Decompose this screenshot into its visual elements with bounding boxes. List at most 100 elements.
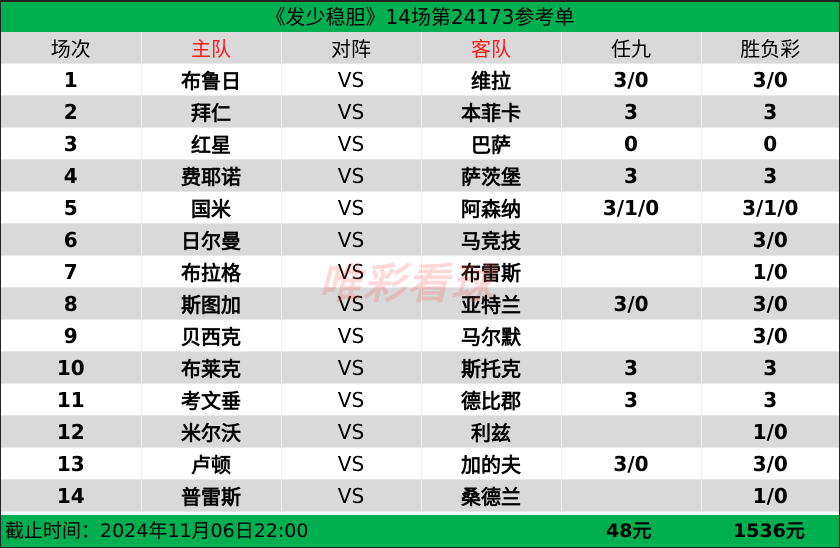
home-team: 布莱克 bbox=[140, 351, 281, 384]
versus: VS bbox=[280, 63, 421, 96]
renjiu-pick bbox=[560, 415, 701, 448]
away-team: 本菲卡 bbox=[420, 95, 561, 128]
home-team: 日尔曼 bbox=[140, 223, 281, 256]
home-team: 布鲁日 bbox=[140, 63, 281, 96]
match-table: 场次 主队 对阵 客队 任九 胜负彩 1 布鲁日 VS 维拉 3/0 3/0 2 拜仁 VS 本菲… bbox=[1, 32, 839, 512]
match-no: 13 bbox=[1, 447, 141, 480]
renjiu-pick bbox=[560, 479, 701, 512]
home-team: 红星 bbox=[140, 127, 281, 160]
match-no: 1 bbox=[1, 63, 141, 96]
match-no: 10 bbox=[1, 351, 141, 384]
versus: VS bbox=[280, 319, 421, 352]
match-no: 8 bbox=[1, 287, 141, 320]
versus: VS bbox=[280, 159, 421, 192]
match-no: 2 bbox=[1, 95, 141, 128]
shengfucai-pick: 3/0 bbox=[700, 447, 839, 480]
renjiu-cost: 48元 bbox=[606, 520, 652, 542]
renjiu-pick: 3 bbox=[560, 159, 701, 192]
header-renjiu: 任九 bbox=[560, 32, 701, 64]
away-team: 巴萨 bbox=[420, 127, 561, 160]
table-row: 14 普雷斯 VS 桑德兰 1/0 bbox=[1, 479, 839, 512]
away-team: 维拉 bbox=[420, 63, 561, 96]
header-shengfucai: 胜负彩 bbox=[700, 32, 839, 64]
shengfucai-pick: 3/0 bbox=[700, 287, 839, 320]
table-row: 3 红星 VS 巴萨 0 0 bbox=[1, 127, 839, 160]
home-team: 卢顿 bbox=[140, 447, 281, 480]
home-team: 考文垂 bbox=[140, 383, 281, 416]
home-team: 普雷斯 bbox=[140, 479, 281, 512]
versus: VS bbox=[280, 255, 421, 288]
renjiu-pick: 3/0 bbox=[560, 287, 701, 320]
shengfucai-pick: 1/0 bbox=[700, 255, 839, 288]
ticket-title: 《发少稳胆》14场第24173参考单 bbox=[1, 2, 839, 32]
table-row: 9 贝西克 VS 马尔默 3/0 bbox=[1, 319, 839, 352]
table-row: 11 考文垂 VS 德比郡 3 3 bbox=[1, 383, 839, 416]
table-row: 4 费耶诺 VS 萨茨堡 3 3 bbox=[1, 159, 839, 192]
renjiu-pick: 3 bbox=[560, 95, 701, 128]
home-team: 布拉格 bbox=[140, 255, 281, 288]
away-team: 马尔默 bbox=[420, 319, 561, 352]
home-team: 斯图加 bbox=[140, 287, 281, 320]
away-team: 布雷斯 bbox=[420, 255, 561, 288]
versus: VS bbox=[280, 383, 421, 416]
match-no: 11 bbox=[1, 383, 141, 416]
versus: VS bbox=[280, 287, 421, 320]
away-team: 阿森纳 bbox=[420, 191, 561, 224]
versus: VS bbox=[280, 351, 421, 384]
shengfucai-pick: 3 bbox=[700, 95, 839, 128]
match-no: 6 bbox=[1, 223, 141, 256]
shengfucai-pick: 0 bbox=[700, 127, 839, 160]
table-row: 6 日尔曼 VS 马竞技 3/0 bbox=[1, 223, 839, 256]
match-no: 3 bbox=[1, 127, 141, 160]
away-team: 萨茨堡 bbox=[420, 159, 561, 192]
shengfucai-pick: 1/0 bbox=[700, 479, 839, 512]
versus: VS bbox=[280, 479, 421, 512]
match-no: 9 bbox=[1, 319, 141, 352]
versus: VS bbox=[280, 415, 421, 448]
shengfucai-pick: 3/0 bbox=[700, 63, 839, 96]
home-team: 米尔沃 bbox=[140, 415, 281, 448]
renjiu-pick bbox=[560, 223, 701, 256]
home-team: 国米 bbox=[140, 191, 281, 224]
shengfucai-pick: 3/0 bbox=[700, 223, 839, 256]
shengfucai-pick: 1/0 bbox=[700, 415, 839, 448]
header-home-team: 主队 bbox=[140, 32, 281, 64]
footer-bar: 截止时间：2024年11月06日22:00 48元 1536元 bbox=[1, 515, 839, 547]
shengfucai-cost: 1536元 bbox=[733, 520, 805, 542]
versus: VS bbox=[280, 95, 421, 128]
deadline-text: 截止时间：2024年11月06日22:00 bbox=[5, 520, 309, 542]
away-team: 加的夫 bbox=[420, 447, 561, 480]
shengfucai-pick: 3/0 bbox=[700, 319, 839, 352]
renjiu-pick: 3 bbox=[560, 351, 701, 384]
shengfucai-pick: 3/1/0 bbox=[700, 191, 839, 224]
versus: VS bbox=[280, 191, 421, 224]
versus: VS bbox=[280, 447, 421, 480]
header-match-no: 场次 bbox=[1, 32, 141, 64]
renjiu-pick: 3/0 bbox=[560, 447, 701, 480]
home-team: 贝西克 bbox=[140, 319, 281, 352]
table-row: 13 卢顿 VS 加的夫 3/0 3/0 bbox=[1, 447, 839, 480]
away-team: 桑德兰 bbox=[420, 479, 561, 512]
match-no: 7 bbox=[1, 255, 141, 288]
versus: VS bbox=[280, 127, 421, 160]
match-no: 5 bbox=[1, 191, 141, 224]
table-row: 1 布鲁日 VS 维拉 3/0 3/0 bbox=[1, 63, 839, 96]
match-no: 4 bbox=[1, 159, 141, 192]
header-away-team: 客队 bbox=[420, 32, 561, 64]
table-row: 5 国米 VS 阿森纳 3/1/0 3/1/0 bbox=[1, 191, 839, 224]
renjiu-pick: 3/0 bbox=[560, 63, 701, 96]
home-team: 拜仁 bbox=[140, 95, 281, 128]
renjiu-pick: 3/1/0 bbox=[560, 191, 701, 224]
match-no: 12 bbox=[1, 415, 141, 448]
header-versus: 对阵 bbox=[280, 32, 421, 64]
shengfucai-pick: 3 bbox=[700, 159, 839, 192]
renjiu-pick: 0 bbox=[560, 127, 701, 160]
watermark: 唯彩看球 bbox=[319, 259, 496, 308]
shengfucai-pick: 3 bbox=[700, 351, 839, 384]
away-team: 德比郡 bbox=[420, 383, 561, 416]
match-no: 14 bbox=[1, 479, 141, 512]
home-team: 费耶诺 bbox=[140, 159, 281, 192]
table-row: 12 米尔沃 VS 利兹 1/0 bbox=[1, 415, 839, 448]
away-team: 斯托克 bbox=[420, 351, 561, 384]
